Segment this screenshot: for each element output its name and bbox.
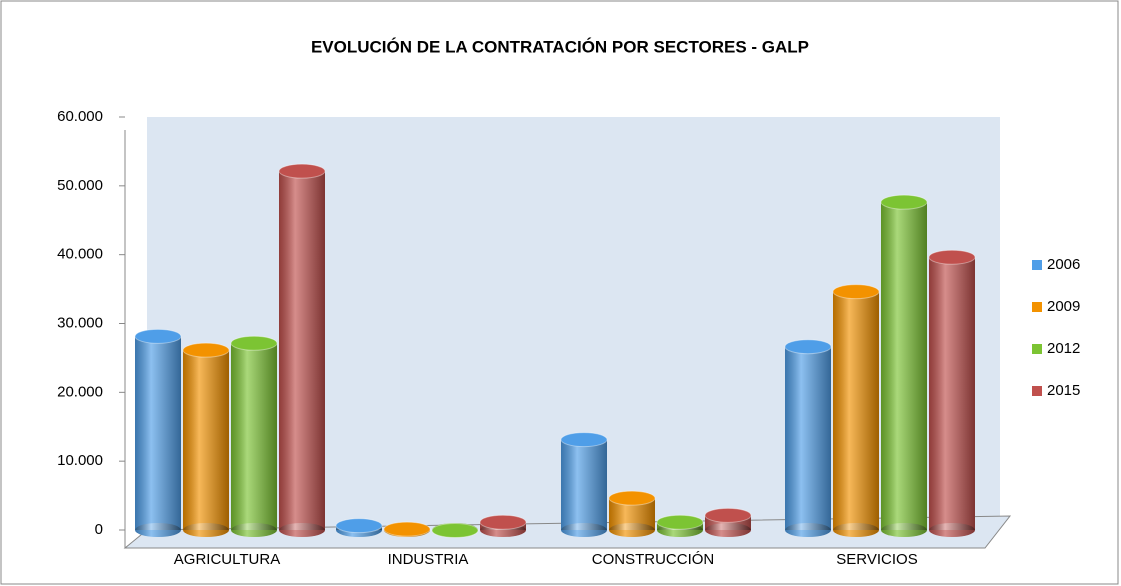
bar-base-shade (561, 523, 607, 537)
bar-base-shade (833, 523, 879, 537)
bar-shade (833, 291, 879, 530)
bar-shade (929, 257, 975, 530)
bar-top (230, 335, 278, 351)
bar-top (608, 490, 656, 506)
bar-base-shade (881, 523, 927, 537)
bar-top (134, 328, 182, 344)
bar-shade (785, 346, 831, 530)
legend-label: 2006 (1047, 256, 1080, 273)
bar-shade (231, 343, 277, 530)
y-tick-label: 60.000 (57, 108, 103, 125)
legend-label: 2015 (1047, 382, 1080, 399)
y-tick-label: 40.000 (57, 246, 103, 263)
y-tick-label: 30.000 (57, 314, 103, 331)
legend-swatch (1032, 386, 1042, 396)
bar-top (880, 194, 928, 210)
bar-shade (561, 439, 607, 530)
bar-shade (183, 350, 229, 530)
bar-top (784, 339, 832, 355)
y-tick-label: 0 (95, 521, 103, 538)
bar-top (832, 284, 880, 300)
bar-top (560, 432, 608, 448)
legend-swatch (1032, 302, 1042, 312)
bar-base-shade (279, 523, 325, 537)
bar-base-shade (183, 523, 229, 537)
bar-top (335, 518, 383, 534)
x-tick-label: SERVICIOS (836, 551, 917, 568)
bar-top (278, 163, 326, 179)
bar-base-shade (785, 523, 831, 537)
bar-top (383, 521, 431, 537)
legend-label: 2009 (1047, 298, 1080, 315)
bar-top (704, 507, 752, 523)
legend-label: 2012 (1047, 340, 1080, 357)
bar-base-shade (929, 523, 975, 537)
bar-base-shade (231, 523, 277, 537)
bar-top (928, 249, 976, 265)
chart-title: EVOLUCIÓN DE LA CONTRATACIÓN POR SECTORE… (311, 37, 809, 56)
y-tick-label: 10.000 (57, 452, 103, 469)
y-tick-label: 20.000 (57, 383, 103, 400)
bar-shade (279, 171, 325, 530)
bar-shade (881, 202, 927, 531)
legend-swatch (1032, 260, 1042, 270)
bar-top (431, 522, 479, 538)
legend-swatch (1032, 344, 1042, 354)
bar-base-shade (135, 523, 181, 537)
x-tick-label: CONSTRUCCIÓN (592, 551, 715, 568)
y-tick-label: 50.000 (57, 177, 103, 194)
x-tick-label: AGRICULTURA (174, 551, 280, 568)
bar-top (656, 514, 704, 530)
x-tick-label: INDUSTRIA (388, 551, 469, 568)
bar-base-shade (705, 523, 751, 537)
bar-top (182, 342, 230, 358)
bar-shade (135, 336, 181, 530)
bar-top (479, 514, 527, 530)
bar-base-shade (609, 523, 655, 537)
